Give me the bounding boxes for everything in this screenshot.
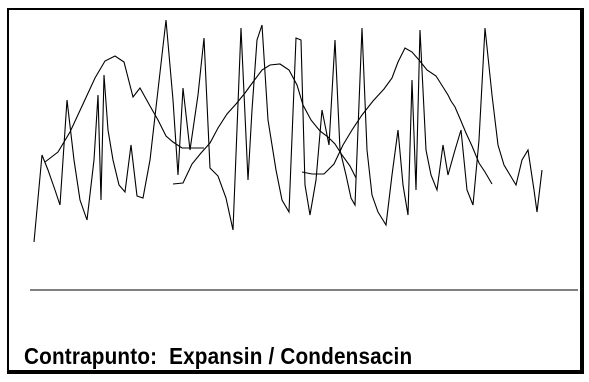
curve-left-line xyxy=(44,55,204,163)
curve-mid-line xyxy=(172,63,357,185)
caption-text: Contrapunto: Expansin / Condensacin xyxy=(24,343,413,369)
figure-frame xyxy=(7,8,584,374)
curve-right-line xyxy=(301,47,493,185)
zigzag-line xyxy=(33,19,543,243)
